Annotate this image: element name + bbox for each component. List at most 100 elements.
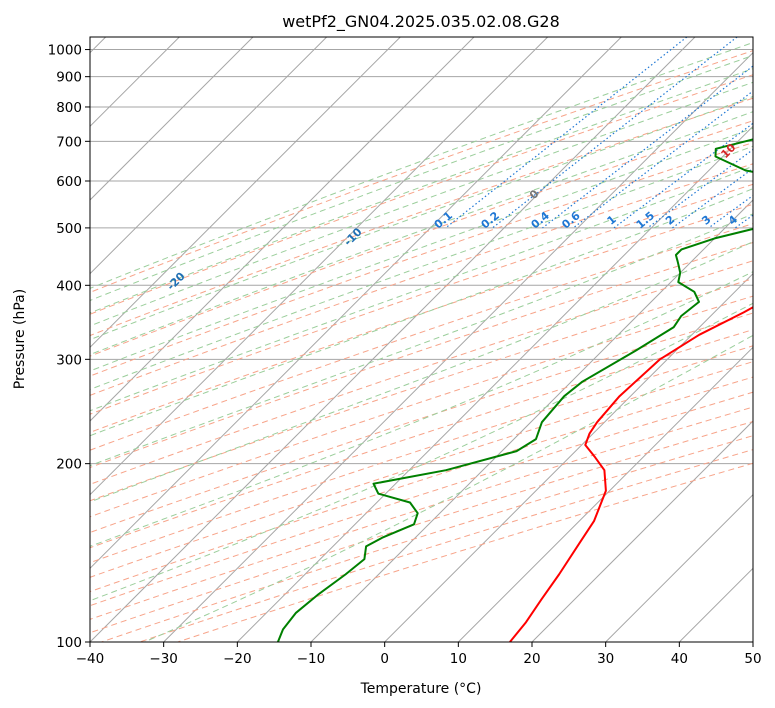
x-tick-label: 50 bbox=[744, 651, 761, 667]
dry-adiabats bbox=[90, 50, 753, 642]
dry-adiabat bbox=[90, 120, 753, 357]
chart-title: wetPf2_GN04.2025.035.02.08.G28 bbox=[282, 12, 560, 32]
isotherm-line bbox=[531, 420, 753, 642]
dry-adiabat bbox=[101, 435, 753, 642]
dry-adiabat bbox=[90, 278, 753, 502]
y-axis-ticks: 100 200 300 400 500 600 700 800 900 1000 bbox=[48, 43, 90, 651]
moist-adiabat bbox=[90, 68, 753, 314]
dry-adiabat-label: 0 bbox=[527, 187, 542, 202]
mixing-ratio-label: 6 bbox=[765, 213, 775, 228]
dry-adiabat bbox=[90, 295, 753, 518]
moist-adiabat bbox=[90, 81, 753, 327]
dry-adiabat bbox=[90, 203, 753, 433]
isotherm-line bbox=[752, 641, 753, 642]
dry-adiabat-label: -20 bbox=[164, 270, 187, 293]
dry-adiabat bbox=[90, 391, 753, 607]
moist-adiabat bbox=[90, 54, 753, 302]
x-tick-label: 0 bbox=[380, 651, 389, 667]
x-tick-label: 30 bbox=[597, 651, 614, 667]
x-tick-label: −30 bbox=[149, 651, 178, 667]
x-axis-ticks: −40 −30 −20 −10 0 10 20 30 40 50 bbox=[76, 642, 762, 667]
isotherm-line bbox=[163, 51, 753, 642]
moist-adiabat bbox=[90, 127, 753, 372]
moist-adiabat bbox=[90, 302, 753, 602]
dry-adiabat bbox=[177, 462, 753, 642]
isotherm-line bbox=[90, 37, 622, 570]
x-tick-label: 20 bbox=[523, 651, 540, 667]
dry-adiabat bbox=[90, 361, 753, 578]
y-tick-label: 700 bbox=[56, 134, 82, 150]
x-tick-label: −20 bbox=[223, 651, 252, 667]
moist-adiabat bbox=[90, 165, 753, 412]
isotherm-line bbox=[310, 199, 753, 642]
isotherm-line bbox=[90, 37, 328, 275]
mixing-ratio-line bbox=[613, 122, 753, 229]
mixing-ratio-line bbox=[572, 90, 753, 229]
y-axis-label: Pressure (hPa) bbox=[12, 289, 28, 389]
isotherm-line bbox=[605, 493, 753, 642]
x-tick-label: −10 bbox=[297, 651, 326, 667]
isotherm-line bbox=[678, 567, 753, 642]
dry-adiabat bbox=[139, 449, 753, 642]
temperature-series bbox=[509, 306, 753, 642]
isotherm-line bbox=[90, 37, 254, 201]
y-tick-label: 400 bbox=[56, 278, 82, 294]
dry-adiabat bbox=[90, 163, 753, 396]
isobar-grid bbox=[90, 49, 753, 642]
x-tick-label: −40 bbox=[76, 651, 105, 667]
dry-adiabat bbox=[90, 345, 753, 564]
plot-area: 0.10.20.40.611.52346810131620253036-100-… bbox=[90, 37, 775, 642]
isotherm-line bbox=[90, 37, 549, 496]
mixing-ratio-line bbox=[492, 37, 738, 229]
y-tick-label: 900 bbox=[56, 70, 82, 86]
moist-adiabat bbox=[90, 241, 753, 503]
isotherm-line bbox=[236, 125, 753, 642]
moist-adiabat bbox=[90, 213, 753, 467]
dry-adiabat bbox=[90, 241, 753, 469]
moist-adiabat bbox=[90, 145, 753, 390]
moist-adiabat bbox=[90, 271, 753, 547]
x-tick-label: 10 bbox=[450, 651, 467, 667]
dewpoint-series bbox=[276, 138, 753, 642]
mixing-ratio-label: 2 bbox=[663, 213, 677, 228]
dry-adiabat bbox=[90, 376, 753, 593]
dry-adiabat bbox=[90, 183, 753, 415]
mixing-ratio-label: 1 bbox=[605, 213, 619, 228]
dry-adiabat bbox=[90, 74, 753, 315]
isotherm-line bbox=[90, 37, 696, 642]
mixing-ratio-line bbox=[445, 37, 688, 229]
dry-adiabat bbox=[90, 312, 753, 534]
sounding-series bbox=[276, 138, 753, 642]
dry-adiabat-label: -10 bbox=[341, 225, 364, 248]
mixing-ratio-line bbox=[542, 65, 753, 229]
moist-adiabat bbox=[144, 334, 753, 642]
dry-adiabat bbox=[90, 142, 753, 377]
dry-adiabat bbox=[90, 329, 753, 549]
dry-adiabat bbox=[90, 223, 753, 451]
y-tick-label: 1000 bbox=[48, 43, 82, 59]
isotherm-line bbox=[90, 37, 475, 422]
moist-adiabat bbox=[90, 41, 753, 289]
y-tick-label: 500 bbox=[56, 221, 82, 237]
dry-adiabat bbox=[90, 50, 753, 293]
isotherm-grid bbox=[90, 37, 753, 642]
mixing-ratio-lines bbox=[445, 37, 753, 229]
y-tick-label: 600 bbox=[56, 174, 82, 190]
moist-adiabat bbox=[90, 111, 753, 356]
plot-frame bbox=[89, 36, 754, 643]
dry-adiabat bbox=[90, 260, 753, 485]
y-tick-label: 800 bbox=[56, 100, 82, 116]
moist-adiabat bbox=[90, 188, 753, 437]
dry-adiabat bbox=[90, 97, 753, 337]
y-tick-label: 100 bbox=[56, 635, 82, 651]
mixing-ratio-line bbox=[734, 214, 753, 229]
y-tick-label: 300 bbox=[56, 352, 82, 368]
isotherm-line bbox=[90, 37, 401, 349]
moist-adiabats bbox=[90, 41, 753, 642]
x-axis-label: Temperature (°C) bbox=[360, 681, 482, 697]
y-tick-label: 200 bbox=[56, 457, 82, 473]
isotherm-line bbox=[457, 346, 753, 642]
moist-adiabat bbox=[90, 95, 753, 341]
x-tick-label: 40 bbox=[671, 651, 688, 667]
